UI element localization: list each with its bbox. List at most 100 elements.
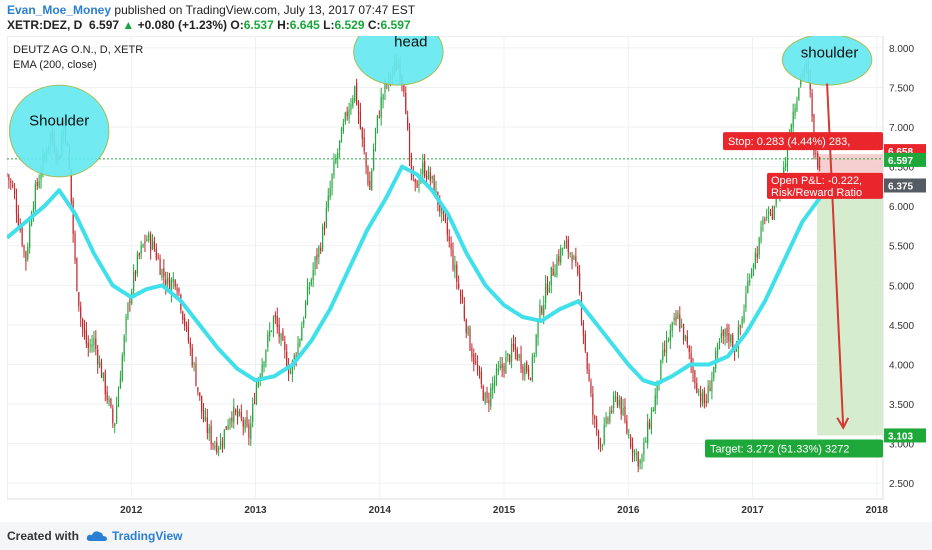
candle-body bbox=[486, 391, 488, 399]
created-with-label: Created with bbox=[7, 529, 80, 543]
candle-body bbox=[163, 268, 165, 277]
candle-body bbox=[575, 256, 577, 263]
candle-body bbox=[165, 279, 167, 286]
candle-body bbox=[645, 440, 647, 443]
author-link[interactable]: Evan_Moe_Money bbox=[7, 3, 112, 17]
candle-body bbox=[248, 424, 250, 438]
candle-body bbox=[197, 387, 199, 392]
candle-body bbox=[121, 355, 123, 381]
candle-body bbox=[93, 338, 95, 345]
y-tick-label: 5.000 bbox=[889, 281, 914, 292]
candle-body bbox=[662, 350, 664, 361]
plot-background bbox=[6, 35, 884, 500]
candle-body bbox=[526, 362, 528, 372]
candle-body bbox=[554, 272, 556, 278]
candle-body bbox=[367, 166, 369, 184]
price-tag-entry bbox=[884, 178, 926, 193]
candle-body bbox=[38, 181, 40, 188]
candle-body bbox=[514, 343, 516, 351]
candle-body bbox=[703, 390, 705, 403]
candle-body bbox=[475, 361, 477, 363]
candle-body bbox=[739, 325, 741, 327]
candle-body bbox=[100, 361, 103, 378]
candle-body bbox=[507, 353, 509, 356]
x-tick-label: 2014 bbox=[369, 505, 392, 516]
candle-body bbox=[735, 349, 738, 352]
candle-body bbox=[376, 115, 379, 128]
candle-body bbox=[403, 84, 405, 93]
candle-body bbox=[762, 219, 764, 226]
candle-body bbox=[675, 316, 677, 321]
candle-body bbox=[467, 326, 469, 335]
candle-body bbox=[424, 161, 426, 177]
price-tag-last bbox=[884, 152, 926, 167]
candle-body bbox=[32, 207, 35, 216]
pnl-box bbox=[767, 172, 883, 199]
candle-body bbox=[206, 417, 208, 433]
candle-body bbox=[112, 408, 114, 424]
candle-body bbox=[218, 448, 220, 450]
candle-body bbox=[713, 366, 715, 378]
indicator-legend: EMA (200, close) bbox=[13, 59, 97, 71]
x-tick-label: 2016 bbox=[617, 505, 640, 516]
candle-body bbox=[74, 233, 76, 261]
candle-body bbox=[140, 245, 142, 255]
candle-body bbox=[240, 412, 242, 419]
candle-body bbox=[363, 137, 365, 152]
candle-body bbox=[586, 352, 588, 370]
candle-body bbox=[30, 215, 33, 226]
candle-body bbox=[339, 140, 341, 151]
candle-body bbox=[501, 364, 503, 369]
symbol-label[interactable]: XETR:DEZ, D bbox=[7, 18, 83, 32]
stop-box bbox=[723, 132, 883, 151]
candle-body bbox=[316, 254, 318, 260]
price-chart[interactable]: 2.500 3.000 3.500 4.000 4.500 5.000 5.500 6.000… bbox=[5, 18, 932, 518]
candle-body bbox=[161, 269, 163, 278]
candle-body bbox=[669, 329, 671, 341]
candle-body bbox=[201, 395, 203, 412]
candle-body bbox=[287, 365, 290, 374]
candle-body bbox=[405, 93, 407, 115]
high-value: 6.645 bbox=[289, 18, 320, 32]
candle-body bbox=[70, 168, 72, 203]
candle-body bbox=[344, 112, 346, 122]
candle-body bbox=[278, 324, 280, 337]
candle-body bbox=[677, 312, 679, 320]
candle-body bbox=[312, 269, 314, 280]
candle-body bbox=[8, 174, 10, 181]
chart-area[interactable]: 2.500 3.000 3.500 4.000 4.500 5.000 5.500 6.000… bbox=[5, 18, 932, 518]
candle-body bbox=[95, 338, 97, 349]
candle-body bbox=[622, 408, 624, 415]
candle-body bbox=[650, 411, 653, 430]
candle-body bbox=[352, 98, 354, 107]
candle-body bbox=[492, 383, 494, 390]
candle-body bbox=[682, 324, 685, 341]
candle-body bbox=[108, 399, 110, 403]
y-tick-label: 2.500 bbox=[889, 479, 914, 490]
candle-body bbox=[159, 258, 161, 275]
candle-body bbox=[235, 409, 237, 413]
candle-body bbox=[684, 335, 687, 339]
candle-body bbox=[87, 342, 89, 349]
candle-body bbox=[681, 325, 683, 327]
open-value: 6.537 bbox=[243, 18, 274, 32]
candle-body bbox=[463, 305, 465, 319]
candle-body bbox=[310, 279, 312, 285]
candle-body bbox=[146, 239, 148, 241]
tradingview-brand-link[interactable]: TradingView bbox=[112, 529, 183, 543]
candle-body bbox=[229, 418, 231, 425]
candle-body bbox=[184, 318, 186, 326]
x-tick-label: 2013 bbox=[244, 505, 267, 516]
candle-body bbox=[172, 278, 174, 283]
candle-body bbox=[552, 268, 554, 276]
candle-body bbox=[664, 349, 666, 352]
candle-body bbox=[359, 111, 361, 129]
candle-body bbox=[588, 369, 590, 380]
candle-body bbox=[652, 409, 654, 412]
candle-body bbox=[327, 195, 329, 208]
candle-body bbox=[671, 322, 673, 331]
candle-body bbox=[348, 109, 350, 119]
candle-body bbox=[168, 278, 171, 293]
candle-body bbox=[133, 271, 135, 291]
candle-body bbox=[21, 226, 23, 245]
